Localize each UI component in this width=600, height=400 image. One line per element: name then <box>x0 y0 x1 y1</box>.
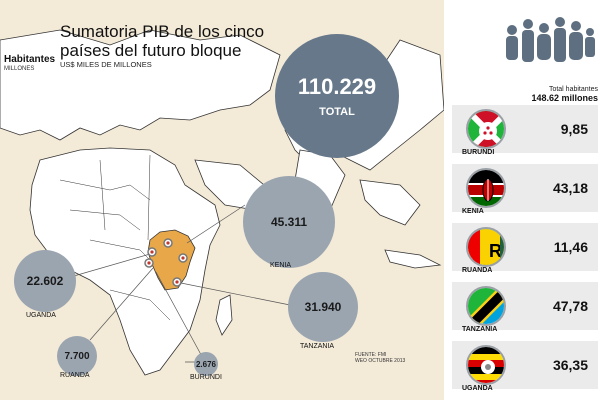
population-title: Habitantes <box>4 54 56 65</box>
southeast-asia-landmass <box>359 179 421 226</box>
total-bubble: 110.229 TOTAL <box>275 34 399 158</box>
population-value-tanzania: 47,78 <box>552 298 588 314</box>
burundi-pib: 2.676 <box>195 359 217 369</box>
indonesia-landmass <box>384 249 442 269</box>
kenia-bubble: 45.311 <box>243 176 335 268</box>
page-subtitle: US$ MILES DE MILLONES <box>60 60 152 69</box>
uganda-label: UGANDA <box>26 312 56 319</box>
uganda-flag-icon <box>466 345 506 385</box>
europe-landmass <box>0 29 281 141</box>
total-value: 110.229 <box>297 74 377 99</box>
population-unit: MILLONES <box>4 66 35 72</box>
ruanda-label: RUANDA <box>60 372 90 379</box>
population-total-label: Total habitantes <box>548 86 598 93</box>
burundi-bubble: 2.676 <box>194 352 218 376</box>
source-line-2: WEO OCTUBRE 2013 <box>355 358 406 364</box>
population-name-burundi: BURUNDI <box>462 149 495 156</box>
tanzania-bubble: 31.940 <box>288 272 358 342</box>
uganda-bubble: 22.602 <box>14 250 76 312</box>
population-value-uganda: 36,35 <box>552 357 588 373</box>
population-name-ruanda: RUANDA <box>462 267 493 274</box>
svg-text:R: R <box>489 241 502 261</box>
kenya-flag-icon <box>466 168 506 208</box>
population-row-ruanda: R RUANDA 11,46 <box>452 223 598 274</box>
page-title: Sumatoria PIB de los cinco países del fu… <box>60 22 265 60</box>
madagascar-landmass <box>215 294 233 336</box>
ruanda-pib: 7.700 <box>64 350 90 362</box>
population-row-uganda: UGANDA 36,35 <box>452 341 598 392</box>
population-total-value: 148.62 millones <box>531 93 598 103</box>
uganda-pib: 22.602 <box>26 274 64 288</box>
total-label: TOTAL <box>319 106 355 118</box>
rwanda-flag-icon: R <box>466 227 506 267</box>
source-note: FUENTE: FMI WEO OCTUBRE 2013 <box>355 352 405 364</box>
tanzania-pib: 31.940 <box>304 300 342 314</box>
population-row-burundi: BURUNDI 9,85 <box>452 105 598 156</box>
ruanda-bubble: 7.700 <box>57 336 97 376</box>
capital-markers <box>144 238 188 287</box>
people-icon <box>506 17 595 62</box>
burundi-flag-icon <box>466 109 506 149</box>
population-value-burundi: 9,85 <box>560 121 588 137</box>
population-name-tanzania: TANZANIA <box>462 326 498 333</box>
population-name-kenia: KENIA <box>462 208 484 215</box>
tanzania-flag-icon <box>466 286 506 326</box>
population-row-tanzania: TANZANIA 47,78 <box>452 282 598 333</box>
population-row-kenia: KENIA 43,18 <box>452 164 598 215</box>
source-line-1: FUENTE: FMI <box>355 352 387 358</box>
tanzania-label: TANZANIA <box>300 343 335 350</box>
kenia-pib: 45.311 <box>270 215 308 229</box>
population-value-ruanda: 11,46 <box>553 239 588 255</box>
population-value-kenia: 43,18 <box>552 180 588 196</box>
population-name-uganda: UGANDA <box>462 385 493 392</box>
burundi-label: BURUNDI <box>190 374 222 381</box>
kenia-label: KENIA <box>270 262 292 269</box>
population-total: Total habitantes 148.62 millones <box>452 86 598 103</box>
